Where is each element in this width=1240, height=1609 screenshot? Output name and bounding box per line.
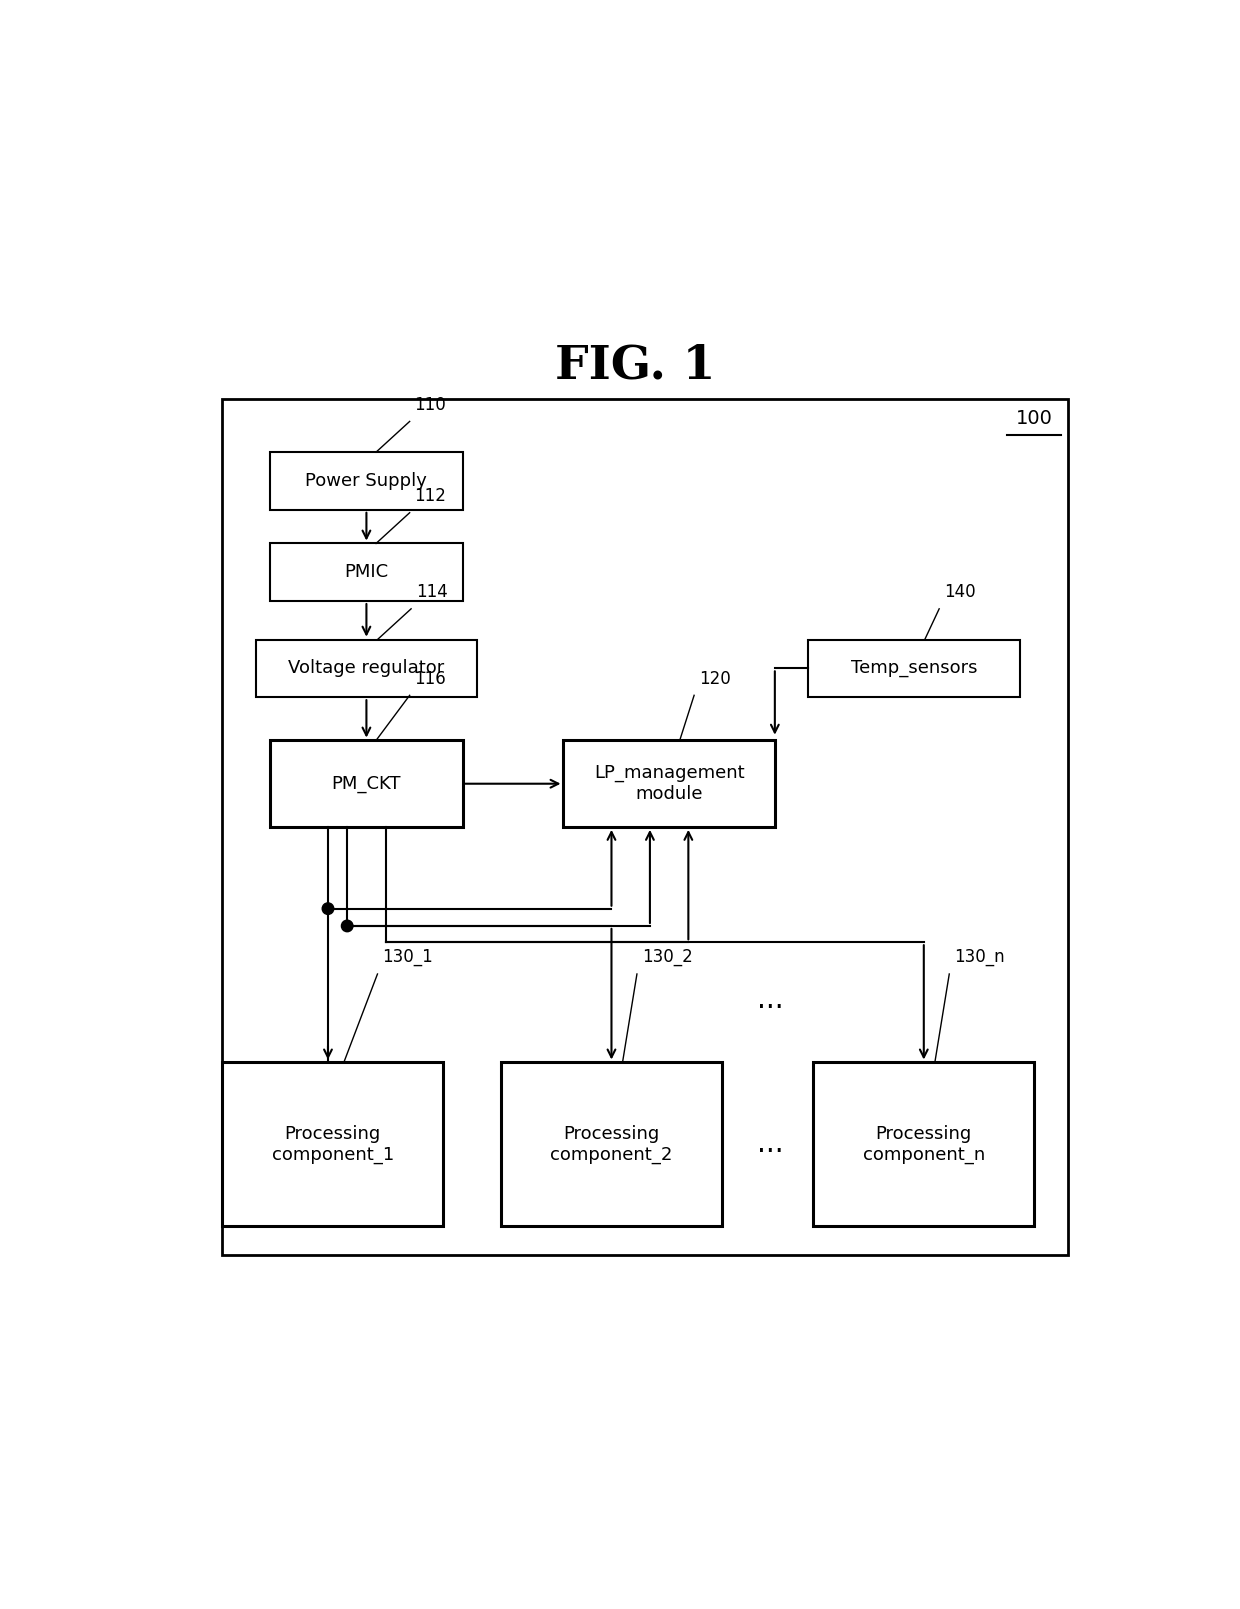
Text: 116: 116 [414,669,446,687]
FancyBboxPatch shape [222,1062,444,1226]
FancyBboxPatch shape [270,740,463,827]
Text: LP_management
module: LP_management module [594,764,744,803]
Text: 114: 114 [415,582,448,602]
Text: 140: 140 [944,582,976,602]
Circle shape [341,920,353,932]
FancyBboxPatch shape [255,639,477,697]
Text: Processing
component_n: Processing component_n [863,1125,985,1163]
Text: 120: 120 [699,669,730,687]
FancyBboxPatch shape [222,399,1068,1255]
Text: ...: ... [756,986,784,1014]
Text: ...: ... [756,1130,784,1158]
Text: 110: 110 [414,396,446,414]
FancyBboxPatch shape [270,544,463,602]
Text: PM_CKT: PM_CKT [331,774,402,793]
Text: FIG. 1: FIG. 1 [556,343,715,389]
Text: Processing
component_2: Processing component_2 [551,1125,672,1163]
FancyBboxPatch shape [563,740,775,827]
FancyBboxPatch shape [808,639,1019,697]
Text: Temp_sensors: Temp_sensors [851,660,977,677]
Text: 130_n: 130_n [954,948,1004,967]
Text: Processing
component_1: Processing component_1 [272,1125,394,1163]
Text: 130_1: 130_1 [382,948,433,967]
Text: Voltage regulator: Voltage regulator [288,660,445,677]
FancyBboxPatch shape [501,1062,722,1226]
FancyBboxPatch shape [270,452,463,510]
Text: 100: 100 [1016,409,1053,428]
Circle shape [322,903,334,914]
Text: 112: 112 [414,488,446,505]
Text: Power Supply: Power Supply [305,471,428,491]
Text: PMIC: PMIC [345,563,388,581]
Text: 130_2: 130_2 [642,948,692,967]
FancyBboxPatch shape [813,1062,1034,1226]
